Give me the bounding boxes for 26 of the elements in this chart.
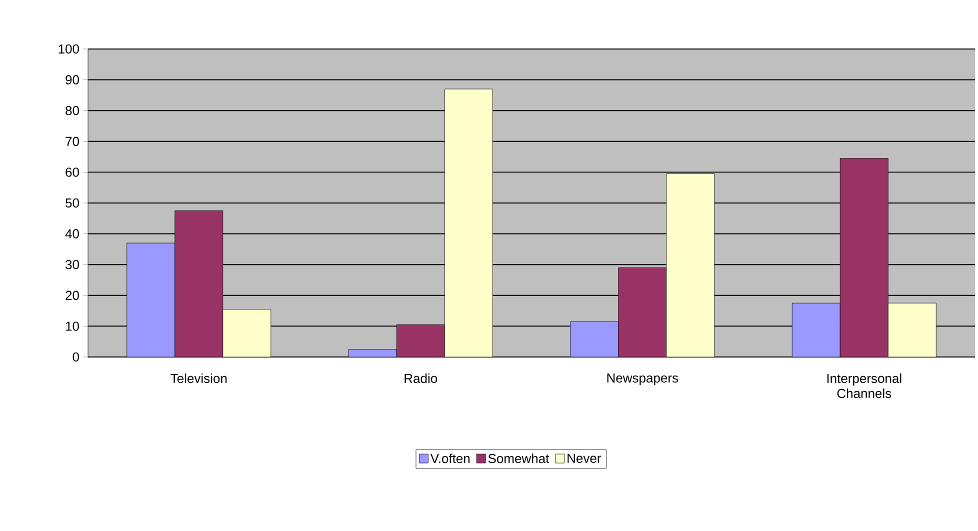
- bar: [888, 302, 936, 357]
- x-tick-label: Radio: [404, 374, 438, 384]
- x-tick-label: Television: [170, 374, 227, 384]
- bar: [222, 309, 272, 357]
- y-tick-label: 40: [65, 229, 79, 238]
- y-tick-label: 50: [66, 198, 79, 208]
- bar: [444, 88, 493, 357]
- legend-label: Never: [568, 454, 602, 463]
- y-tick-label: 80: [66, 106, 79, 116]
- bar: [666, 174, 715, 357]
- y-tick-label: 0: [72, 352, 79, 362]
- bar: [126, 242, 176, 357]
- bar: [570, 321, 619, 357]
- y-tick-label: 20: [66, 290, 79, 300]
- y-tick-label: 100: [58, 44, 79, 54]
- y-tick-label: 60: [66, 168, 79, 177]
- bar: [792, 302, 840, 357]
- x-tick-label: Newspapers: [607, 374, 678, 386]
- bar: [348, 349, 397, 357]
- legend-label: Somewhat: [488, 454, 550, 464]
- y-tick-label: 30: [66, 260, 79, 270]
- legend-label: V.often: [430, 454, 470, 464]
- y-tick-label: 90: [66, 75, 79, 84]
- y-tick-label: 70: [66, 136, 79, 146]
- x-tick-label: Interpersonal Channels: [827, 374, 902, 398]
- y-tick-label: 10: [66, 322, 79, 331]
